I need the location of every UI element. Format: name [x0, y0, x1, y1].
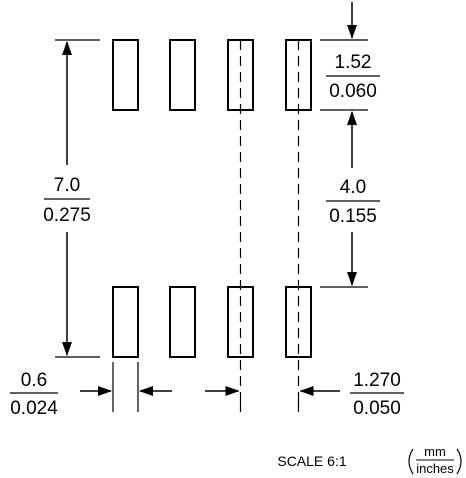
gap-mm: 4.0 [340, 177, 366, 198]
pad-row-top [112, 39, 312, 111]
height-extension-lines [55, 39, 100, 358]
unit-inches: inches [416, 461, 454, 476]
right-extension-lines [320, 39, 368, 288]
unit-right-paren [456, 448, 462, 475]
unit-mm: mm [424, 444, 446, 459]
scale-label: SCALE 6:1 [277, 453, 346, 469]
pad-length-inches: 0.060 [329, 81, 377, 102]
pitch-mm: 1.270 [353, 370, 401, 391]
gap-inches: 0.155 [329, 206, 377, 227]
pad-width-mm: 0.6 [21, 370, 47, 391]
center-lines [239, 40, 300, 395]
height-inches: 0.275 [43, 205, 91, 226]
pad [169, 39, 196, 111]
unit-left-paren [408, 448, 414, 475]
pad-row-bottom [112, 286, 312, 358]
pitch-extension-lines [112, 362, 300, 412]
pad [169, 286, 196, 358]
pad [112, 39, 139, 111]
pitch-inches: 0.050 [353, 398, 401, 419]
pad [112, 286, 139, 358]
pad-width-inches: 0.024 [10, 398, 58, 419]
pad-length-mm: 1.52 [335, 52, 372, 73]
height-mm: 7.0 [54, 175, 80, 196]
